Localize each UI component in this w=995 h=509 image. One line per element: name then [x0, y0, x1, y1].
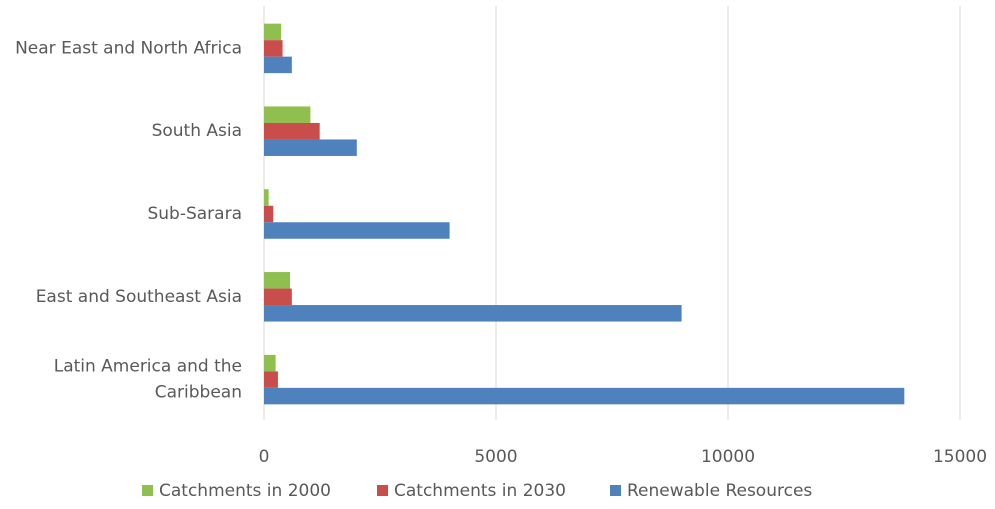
bar-renewable-resources-4: [264, 387, 905, 405]
axis-layer: 0 5000 10000 15000 Near East and North Afric…: [15, 38, 987, 467]
grid-layer: [263, 6, 961, 420]
legend-swatch: [377, 485, 388, 496]
bar-catchments-in-2000-2: [264, 189, 269, 206]
bar-renewable-resources-3: [264, 305, 682, 322]
category-label: Near East and North Africa: [15, 38, 242, 58]
category-label: South Asia: [152, 121, 242, 141]
category-label-line: Near East and North Africa: [15, 38, 242, 58]
bar-catchments-in-2000-3: [264, 272, 290, 289]
legend-label: Renewable Resources: [627, 481, 812, 501]
legend: Catchments in 2000 Catchments in 2030 Rene…: [142, 481, 812, 501]
bar-renewable-resources-2: [264, 222, 450, 239]
bar-catchments-in-2030-1: [264, 122, 320, 140]
bar-catchments-in-2030-4: [264, 371, 278, 388]
bar-renewable-resources-1: [264, 139, 357, 156]
bar-renewable-resources-0: [264, 56, 292, 74]
bar-catchments-in-2030-3: [264, 288, 292, 306]
x-tick-label: 0: [259, 447, 270, 467]
legend-swatch: [142, 485, 153, 496]
legend-swatch: [610, 485, 621, 496]
category-label: East and Southeast Asia: [36, 287, 242, 307]
legend-label: Catchments in 2030: [394, 481, 566, 501]
category-label-line: East and Southeast Asia: [36, 287, 242, 307]
x-tick-label: 10000: [701, 447, 755, 467]
bar-catchments-in-2000-1: [264, 106, 311, 123]
bar-catchments-in-2000-0: [264, 23, 282, 41]
legend-label: Catchments in 2000: [159, 481, 331, 501]
x-tick-label: 15000: [933, 447, 987, 467]
bar-catchments-in-2030-2: [264, 205, 274, 223]
category-label-line: South Asia: [152, 121, 242, 141]
bar-catchments-in-2030-0: [264, 40, 283, 57]
category-label: Sub-Sarara: [147, 204, 242, 224]
x-tick-label: 5000: [474, 447, 517, 467]
bar-layer: [264, 23, 905, 405]
category-label: Latin America and the Caribbean: [54, 357, 242, 403]
category-label-line: Latin America and the: [54, 357, 242, 377]
bar-catchments-in-2000-4: [264, 354, 276, 372]
category-label-line: Caribbean: [155, 383, 242, 403]
category-label-line: Sub-Sarara: [147, 204, 242, 224]
